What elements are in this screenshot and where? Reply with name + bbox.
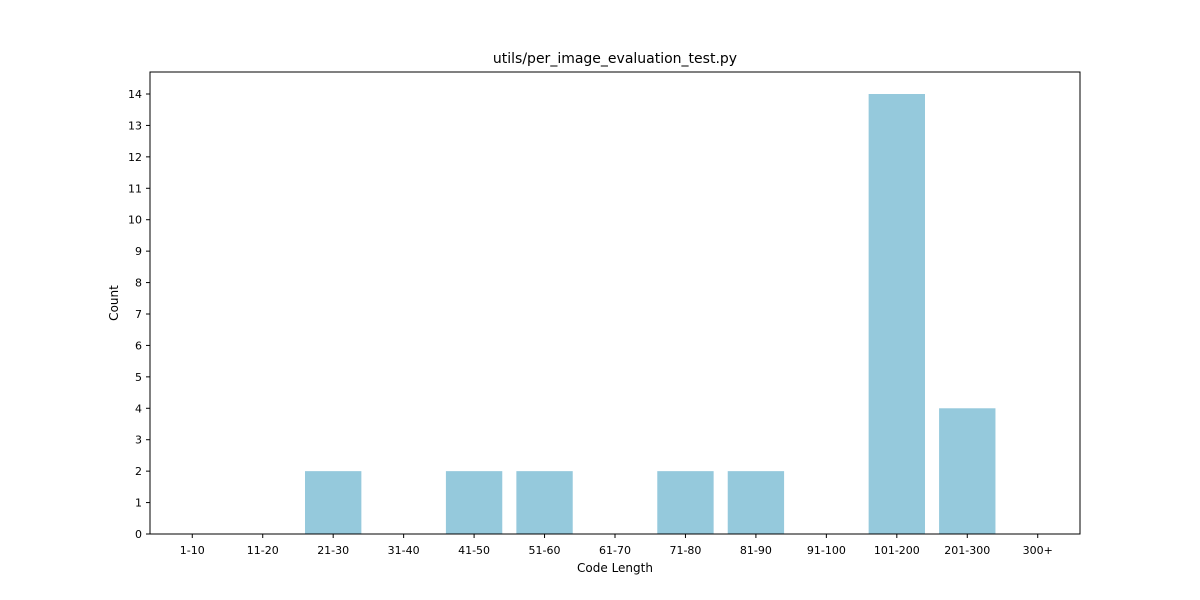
- x-axis-ticks: 1-10 11-20 21-30 31-40 41-50 51-60 61-70 71-80 8…: [180, 534, 1053, 557]
- y-tick-label: 12: [128, 151, 142, 164]
- x-tick-label: 71-80: [669, 544, 701, 557]
- x-tick-label: 101-200: [874, 544, 920, 557]
- x-tick-label: 31-40: [388, 544, 420, 557]
- y-tick-label: 3: [135, 434, 142, 447]
- bars-group: [305, 94, 996, 534]
- y-tick-label: 7: [135, 308, 142, 321]
- x-tick-label: 11-20: [247, 544, 279, 557]
- x-tick-label: 41-50: [458, 544, 490, 557]
- y-tick-label: 1: [135, 497, 142, 510]
- bar-41-50: [445, 471, 503, 534]
- x-tick-label: 21-30: [317, 544, 349, 557]
- bar-21-30: [305, 471, 362, 534]
- chart-title: utils/per_image_evaluation_test.py: [493, 51, 737, 67]
- y-tick-label: 10: [128, 214, 142, 227]
- x-axis-label: Code Length: [577, 561, 653, 575]
- y-tick-label: 11: [128, 182, 142, 195]
- y-tick-label: 8: [135, 277, 142, 290]
- x-tick-label: 51-60: [529, 544, 561, 557]
- plot-area-frame: [149, 71, 1081, 535]
- y-tick-label: 4: [135, 402, 142, 415]
- x-tick-label: 61-70: [599, 544, 631, 557]
- y-tick-label: 0: [135, 528, 142, 541]
- y-tick-label: 9: [135, 245, 142, 258]
- y-tick-label: 13: [128, 119, 142, 132]
- bar-101-200: [868, 94, 925, 534]
- bar-51-60: [516, 471, 573, 534]
- y-tick-label: 14: [128, 88, 142, 101]
- bar-81-90: [727, 471, 785, 534]
- bar-201-300: [939, 408, 996, 534]
- x-tick-label: 81-90: [740, 544, 772, 557]
- x-tick-label: 91-100: [807, 544, 846, 557]
- bar-71-80: [657, 471, 714, 534]
- x-tick-label: 1-10: [180, 544, 205, 557]
- y-tick-label: 6: [135, 339, 142, 352]
- x-tick-label: 201-300: [944, 544, 990, 557]
- x-tick-label: 300+: [1023, 544, 1053, 557]
- y-tick-label: 2: [135, 465, 142, 478]
- y-tick-label: 5: [135, 371, 142, 384]
- y-axis-label: Count: [107, 285, 121, 321]
